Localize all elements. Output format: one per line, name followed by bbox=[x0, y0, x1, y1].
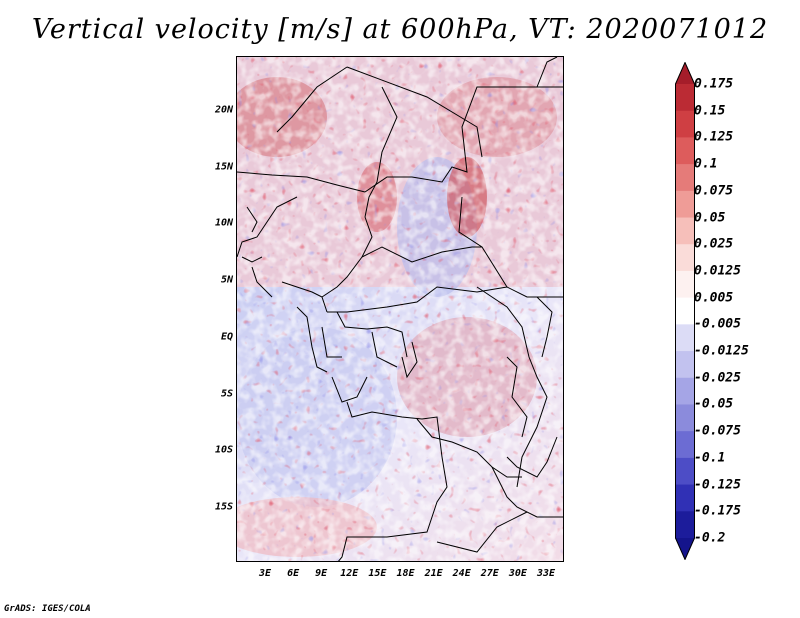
colorbar-segment bbox=[675, 351, 695, 379]
lat-label: 10S bbox=[214, 444, 233, 456]
colorbar-label: 0.15 bbox=[694, 103, 726, 119]
map-field bbox=[237, 57, 563, 561]
colorbar bbox=[675, 62, 695, 560]
lon-label: 24E bbox=[452, 568, 471, 579]
velocity-field bbox=[237, 57, 563, 561]
colorbar-label: -0.075 bbox=[694, 423, 741, 439]
chart-title: Vertical velocity [m/s] at 600hPa, VT: 2… bbox=[31, 14, 769, 45]
footer-credit: GrADS: IGES/COLA bbox=[4, 604, 91, 614]
colorbar-label: 0.025 bbox=[694, 236, 734, 252]
colorbar-segment bbox=[675, 190, 695, 219]
colorbar-label: -0.125 bbox=[694, 477, 741, 493]
colorbar-segment bbox=[675, 404, 695, 432]
lat-label: 5N bbox=[220, 274, 233, 286]
colorbar-segment bbox=[675, 62, 695, 84]
colorbar-segment bbox=[675, 244, 695, 272]
lon-label: 18E bbox=[396, 568, 415, 579]
colorbar-segment bbox=[675, 270, 695, 299]
colorbar-segment bbox=[675, 297, 695, 325]
colorbar-segment bbox=[675, 538, 695, 560]
country-borders bbox=[237, 57, 563, 561]
colorbar-label: 0.005 bbox=[694, 290, 734, 306]
lon-label: 15E bbox=[368, 568, 387, 579]
lat-label: 15S bbox=[214, 501, 233, 513]
lat-label: 10N bbox=[214, 217, 233, 229]
colorbar-label: -0.05 bbox=[694, 396, 734, 412]
colorbar-segment bbox=[675, 511, 695, 539]
colorbar-label: 0.0125 bbox=[694, 263, 741, 279]
colorbar-segment bbox=[675, 110, 695, 138]
lon-label: 30E bbox=[508, 568, 527, 579]
colorbar-segment bbox=[675, 217, 695, 245]
colorbar-label: -0.1 bbox=[694, 450, 726, 466]
colorbar-segment bbox=[675, 484, 695, 512]
lat-label: 5S bbox=[220, 388, 233, 399]
colorbar-segment bbox=[675, 137, 695, 165]
colorbar-label: 0.175 bbox=[694, 76, 734, 92]
colorbar-segment bbox=[675, 164, 695, 192]
lon-label: 3E bbox=[258, 568, 272, 579]
colorbar-label: -0.0125 bbox=[694, 343, 749, 359]
lon-label: 27E bbox=[480, 568, 499, 579]
lon-label: 21E bbox=[424, 568, 443, 579]
lon-label: 6E bbox=[287, 568, 300, 579]
velocity-map bbox=[236, 56, 564, 562]
colorbar-segment bbox=[675, 84, 695, 112]
lon-label: 33E bbox=[536, 568, 556, 579]
colorbar-segment bbox=[675, 431, 695, 459]
colorbar-segment bbox=[675, 457, 695, 486]
colorbar-label: -0.175 bbox=[694, 503, 741, 519]
colorbar-outline bbox=[675, 62, 695, 560]
colorbar-label: 0.125 bbox=[694, 129, 734, 145]
lon-label: 9E bbox=[315, 568, 328, 579]
colorbar-label: 0.1 bbox=[694, 156, 718, 172]
colorbar-label: -0.2 bbox=[694, 530, 726, 546]
lat-label: EQ bbox=[220, 331, 233, 343]
lat-label: 15N bbox=[214, 161, 233, 173]
lon-label: 12E bbox=[340, 568, 359, 579]
lat-label: 20N bbox=[214, 104, 233, 116]
colorbar-label: 0.075 bbox=[694, 183, 734, 199]
colorbar-label: -0.025 bbox=[694, 370, 741, 386]
colorbar-segment bbox=[675, 324, 695, 352]
colorbar-label: -0.005 bbox=[694, 316, 741, 332]
colorbar-segment bbox=[675, 377, 695, 405]
colorbar-label: 0.05 bbox=[694, 210, 726, 226]
